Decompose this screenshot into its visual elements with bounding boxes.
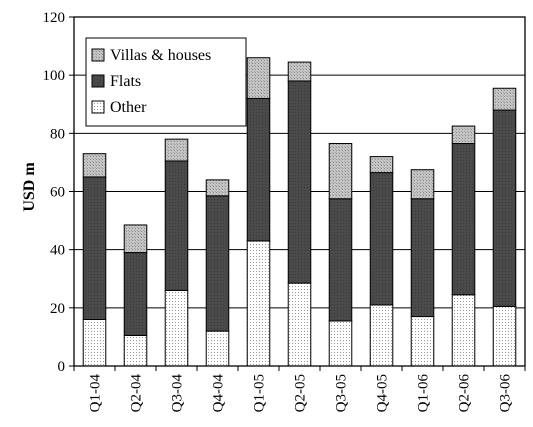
bar-flats [328,198,353,322]
x-tick-label: Q3-06 [498,374,514,413]
bar-villas-houses [123,224,148,254]
x-tick-label: Q1-05 [252,374,268,412]
bar-flats [246,97,271,242]
bar-flats [369,172,394,306]
bar-villas-houses [205,179,230,197]
y-tick-label: 20 [50,301,65,317]
bar-villas-houses [164,138,189,162]
bar-villas-houses [82,153,107,178]
legend-label-flats: Flats [110,73,141,90]
x-tick-label: Q1-04 [88,374,104,413]
y-tick-label: 40 [50,243,65,259]
bar-other [451,294,476,367]
y-axis-title: USD m [21,162,38,212]
x-tick-labels: Q1-04 Q2-04 Q3-04 Q4-04 Q1-05 Q2-05 Q3-05 Q4-05… [88,374,514,413]
bar-villas-houses [492,87,517,111]
bar-flats [164,160,189,291]
y-tick-label: 120 [43,10,66,26]
bar-other [205,330,230,367]
legend-label-villas-houses: Villas & houses [110,47,211,64]
axes [69,16,526,371]
x-tick-label: Q4-04 [211,374,227,413]
bar-other [410,316,435,367]
bar-other [369,304,394,367]
x-tick-label: Q3-05 [334,374,350,412]
bar-flats [123,252,148,336]
x-tick-label: Q2-06 [457,374,473,413]
y-tick-label: 100 [43,68,66,84]
x-tick-label: Q4-05 [375,374,391,412]
bar-other [164,289,189,367]
bar-other [246,240,271,367]
bar-flats [451,143,476,296]
bar-other [287,282,312,367]
y-tick-labels: 0 20 40 60 80 100 120 [43,10,66,375]
bar-other [328,320,353,367]
bar-villas-houses [287,61,312,82]
bar-other [492,305,517,367]
bars-group [82,57,517,367]
bar-villas-houses [369,156,394,174]
bar-villas-houses [246,57,271,99]
legend-swatch-flats [91,74,105,88]
legend-label-other: Other [110,99,147,116]
x-tick-label: Q2-04 [129,374,145,413]
x-tick-label: Q1-06 [416,374,432,413]
bar-villas-houses [451,125,476,145]
bar-flats [287,80,312,284]
bar-flats [82,176,107,320]
x-tick-label: Q3-04 [170,374,186,413]
bar-flats [410,198,435,318]
bar-other [82,318,107,367]
legend-swatch-other [91,100,105,114]
bar-villas-houses [410,169,435,200]
y-tick-label: 60 [50,185,65,201]
bar-flats [492,109,517,307]
y-tick-label: 80 [50,126,65,142]
legend-swatch-villas-houses [91,48,105,62]
legend: Villas & houses Flats Other [85,37,247,127]
bar-flats [205,195,230,332]
y-tick-label: 0 [58,359,66,375]
bar-villas-houses [328,143,353,200]
bar-other [123,334,148,367]
x-tick-label: Q2-05 [293,374,309,412]
legend-box [85,37,247,127]
